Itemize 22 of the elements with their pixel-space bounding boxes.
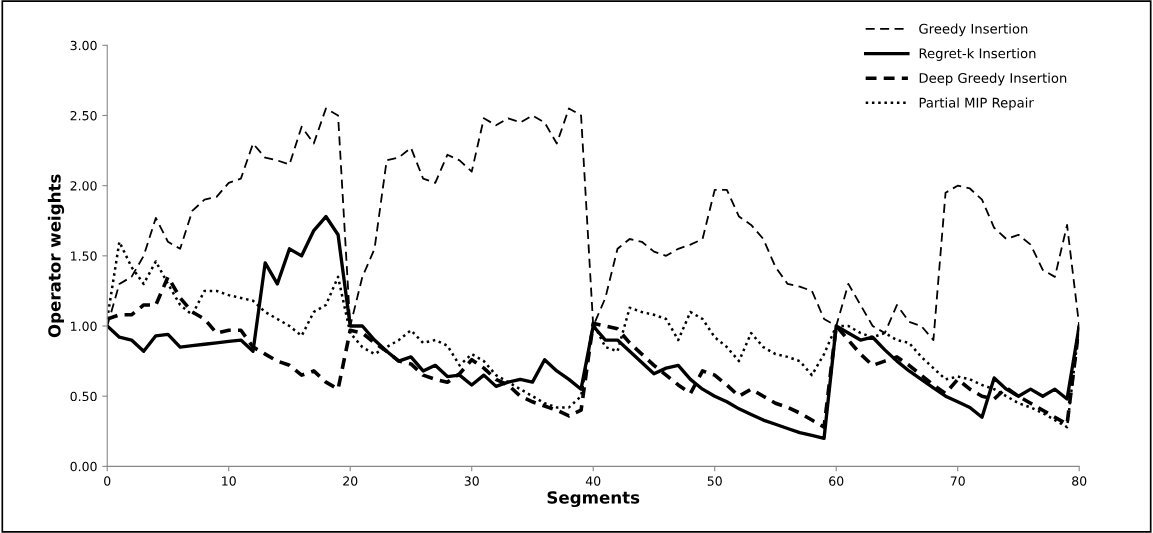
x-tick-label: 20 — [343, 476, 358, 486]
y-tick-label: 1.50 — [71, 251, 97, 261]
x-tick-label: 0 — [104, 476, 111, 486]
legend-label: Deep Greedy Insertion — [919, 72, 1067, 86]
y-tick-label: 1.00 — [71, 321, 97, 331]
y-tick-label: 2.00 — [70, 181, 97, 191]
y-tick-label: 2.50 — [70, 110, 97, 121]
y-tick-label: 3.00 — [70, 40, 97, 51]
x-tick-label: 60 — [829, 476, 844, 486]
legend-label: Regret-k Insertion — [919, 48, 1036, 61]
y-tick-label: 0.50 — [70, 391, 97, 402]
x-tick-label: 10 — [222, 476, 236, 486]
y-tick-label: 0.00 — [70, 461, 97, 472]
legend-label: Greedy Insertion — [919, 23, 1028, 37]
x-tick-label: 80 — [1072, 476, 1087, 486]
y-axis-title: Operator weights — [47, 174, 65, 338]
legend-label: Partial MIP Repair — [919, 97, 1034, 111]
x-axis-title: Segments — [547, 491, 640, 508]
x-tick-label: 40 — [585, 476, 601, 486]
x-tick-label: 30 — [464, 476, 479, 486]
x-tick-label: 70 — [950, 476, 965, 486]
x-tick-label: 50 — [707, 476, 722, 486]
